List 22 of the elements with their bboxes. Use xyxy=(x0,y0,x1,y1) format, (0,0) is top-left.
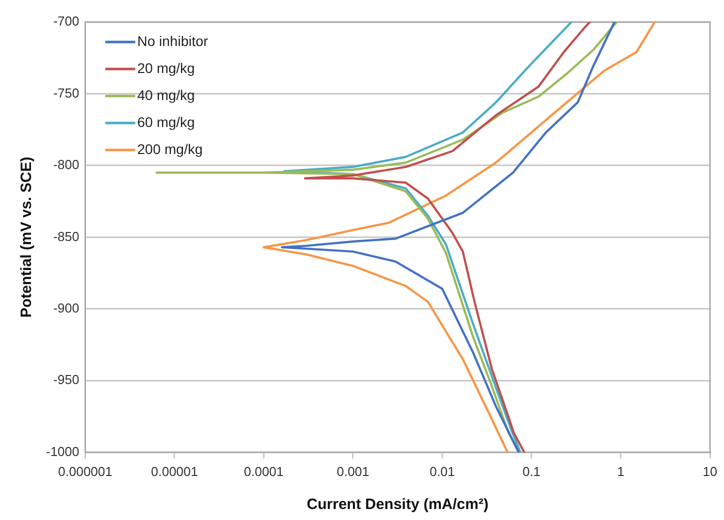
y-tick-label: -800 xyxy=(53,157,80,172)
x-tick-label: 0.01 xyxy=(430,464,455,479)
x-tick-label: 0.000001 xyxy=(58,464,112,479)
x-tick-label: 0.0001 xyxy=(244,464,284,479)
y-tick-label: -750 xyxy=(53,85,80,100)
x-tick-label: 0.001 xyxy=(336,464,370,479)
y-tick-label: -950 xyxy=(53,372,80,388)
x-axis-title: Current Density (mA/cm²) xyxy=(306,496,488,514)
legend-label: 60 mg/kg xyxy=(137,114,195,130)
legend-label: No inhibitor xyxy=(137,32,208,49)
legend-label: 40 mg/kg xyxy=(137,86,195,103)
x-tick-label: 10 xyxy=(702,464,718,479)
y-tick-label: -900 xyxy=(53,300,80,316)
legend-label: 200 mg/kg xyxy=(137,140,203,157)
x-tick-label: 1 xyxy=(617,464,624,479)
y-tick-label: -850 xyxy=(53,228,80,244)
x-tick-label: 0.00001 xyxy=(151,464,198,479)
legend-label: 20 mg/kg xyxy=(137,60,195,76)
y-tick-label: -700 xyxy=(53,14,80,29)
x-tick-label: 0.1 xyxy=(522,464,541,479)
y-axis-title: Potential (mV vs. SCE) xyxy=(18,156,36,318)
y-tick-label: -1000 xyxy=(46,444,80,459)
